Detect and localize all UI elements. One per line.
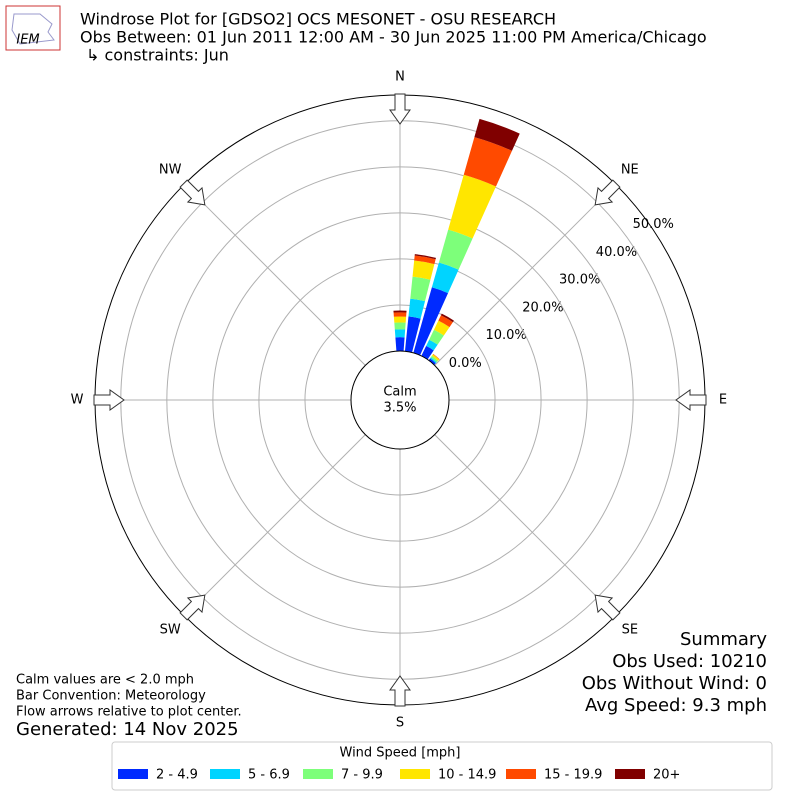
- flow-arrow: [594, 179, 621, 206]
- compass-label: S: [396, 716, 404, 731]
- note: Flow arrows relative to plot center.: [16, 705, 242, 720]
- flow-arrow: [594, 594, 621, 621]
- note: Calm values are < 2.0 mph: [16, 673, 194, 688]
- compass-label: SE: [622, 622, 638, 637]
- calm-circle: [350, 350, 450, 450]
- note: Bar Convention: Meteorology: [16, 689, 206, 704]
- legend-swatch: [118, 769, 148, 779]
- bar-segment: [395, 337, 405, 352]
- bar-segment: [393, 312, 407, 317]
- bar-segment: [438, 229, 473, 270]
- generated: Generated: 14 Nov 2025: [16, 719, 239, 740]
- grid-ring: [166, 166, 634, 634]
- chart-title: Windrose Plot for [GDSO2] OCS MESONET - …: [80, 10, 556, 29]
- compass-label: SW: [160, 622, 181, 637]
- flow-arrow: [389, 675, 411, 707]
- bar-segment: [431, 354, 440, 361]
- flow-arrow: [179, 179, 206, 206]
- grid-ring: [258, 258, 542, 542]
- bar-segment: [428, 358, 436, 365]
- y-tick-label: 0.0%: [449, 356, 482, 371]
- legend-swatch: [400, 769, 430, 779]
- calm-value: 3.5%: [383, 401, 416, 416]
- bar-segment: [413, 287, 449, 356]
- flow-arrow: [675, 389, 707, 411]
- legend-swatch: [210, 769, 240, 779]
- logo-shape: [11, 13, 55, 45]
- bar-segment: [433, 320, 450, 336]
- y-tick-label: 50.0%: [633, 217, 674, 232]
- bar-segment: [431, 262, 459, 294]
- grid-ring: [304, 304, 496, 496]
- y-tick-label: 10.0%: [485, 328, 526, 343]
- bar-segment: [404, 316, 421, 353]
- calm-label: Calm: [383, 385, 416, 400]
- bar-segment: [393, 316, 407, 323]
- legend-title: Wind Speed [mph]: [340, 746, 461, 761]
- grid-ring: [212, 212, 588, 588]
- bar-segment: [430, 355, 439, 363]
- summary: Summary: [680, 629, 767, 650]
- summary: Avg Speed: 9.3 mph: [585, 695, 767, 716]
- bar-segment: [408, 298, 426, 319]
- legend-label: 10 - 14.9: [438, 768, 496, 783]
- compass-label: NE: [621, 163, 639, 178]
- compass-label: W: [71, 393, 84, 408]
- bar-segment: [432, 353, 440, 360]
- flow-arrow: [179, 594, 206, 621]
- legend-label: 7 - 9.9: [341, 768, 383, 783]
- compass-label: N: [395, 70, 405, 85]
- legend-swatch: [615, 769, 645, 779]
- bar-segment: [410, 276, 431, 302]
- bar-segment: [426, 339, 438, 351]
- bar-segment: [429, 329, 444, 345]
- summary: Obs Used: 10210: [612, 651, 767, 672]
- bar-segment: [394, 322, 406, 330]
- bar-segment: [438, 315, 453, 328]
- bar-segment: [394, 329, 406, 338]
- legend-swatch: [303, 769, 333, 779]
- chart-subtitle: Obs Between: 01 Jun 2011 12:00 AM - 30 J…: [80, 28, 707, 47]
- legend-swatch: [506, 769, 536, 779]
- compass-label: NW: [159, 163, 182, 178]
- bar-segment: [412, 260, 435, 280]
- spoke: [434, 434, 617, 617]
- legend-box: [111, 741, 773, 791]
- bar-segment: [440, 313, 454, 323]
- spoke: [183, 183, 366, 366]
- bar-segment: [448, 174, 496, 239]
- logo-text: IEM: [16, 33, 39, 48]
- bar-segment: [463, 137, 513, 187]
- bar-segment: [414, 255, 436, 265]
- summary: Obs Without Wind: 0: [582, 673, 767, 694]
- constraints: ↳ constraints: Jun: [86, 46, 229, 65]
- bar-segment: [414, 254, 436, 260]
- bar-segment: [393, 310, 407, 313]
- legend-label: 2 - 4.9: [156, 768, 198, 783]
- y-tick-label: 20.0%: [522, 300, 563, 315]
- bar-segment: [430, 357, 437, 364]
- legend-label: 20+: [653, 768, 680, 783]
- spoke: [434, 183, 617, 366]
- bar-segment: [421, 345, 434, 360]
- bar-segment: [474, 118, 520, 151]
- legend-label: 15 - 19.9: [544, 768, 602, 783]
- flow-arrow: [389, 93, 411, 125]
- y-tick-label: 40.0%: [596, 245, 637, 260]
- spoke: [183, 434, 366, 617]
- y-tick-label: 30.0%: [559, 273, 600, 288]
- flow-arrow: [93, 389, 125, 411]
- legend-label: 5 - 6.9: [248, 768, 290, 783]
- compass-label: E: [719, 393, 727, 408]
